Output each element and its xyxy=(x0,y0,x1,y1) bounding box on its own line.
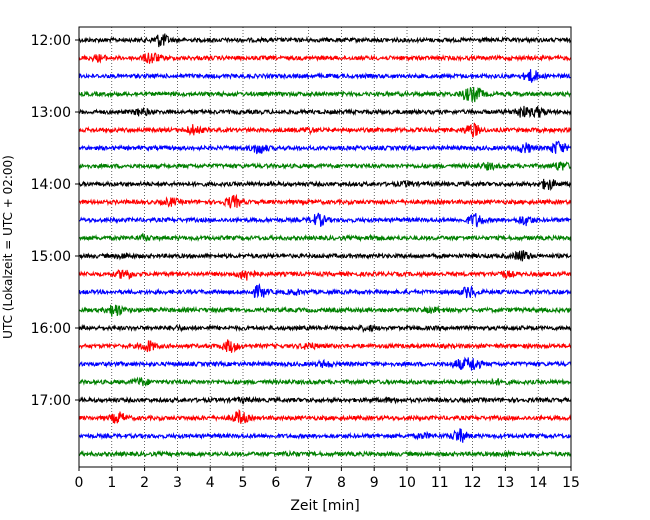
seismic-trace xyxy=(78,69,572,83)
seismic-trace xyxy=(78,269,572,281)
x-axis-title: Zeit [min] xyxy=(290,498,359,514)
seismic-trace xyxy=(78,304,572,317)
seismic-trace xyxy=(78,193,572,209)
y-tick-label: 15:00 xyxy=(31,249,71,265)
seismic-trace xyxy=(78,33,572,48)
x-tick-label: 6 xyxy=(271,475,280,491)
seismic-trace xyxy=(78,140,572,155)
x-tick-label: 14 xyxy=(529,475,547,491)
x-tick-label: 3 xyxy=(173,475,182,491)
y-tick-label: 16:00 xyxy=(31,321,71,337)
y-tick-label: 13:00 xyxy=(31,105,71,121)
seismic-trace xyxy=(78,428,572,443)
x-tick-label: 1 xyxy=(107,475,116,491)
traces xyxy=(78,33,572,459)
seismic-trace xyxy=(78,339,572,353)
seismic-trace xyxy=(78,86,572,103)
seismic-trace xyxy=(78,449,572,459)
x-tick-label: 5 xyxy=(239,475,248,491)
seismic-trace xyxy=(78,161,572,172)
plot-frame xyxy=(78,26,572,468)
seismic-trace xyxy=(78,395,572,405)
x-tick-label: 2 xyxy=(140,475,149,491)
y-axis-title: UTC (Lokalzeit = UTC + 02:00) xyxy=(1,155,15,339)
x-tick-label: 15 xyxy=(562,475,580,491)
seismic-trace xyxy=(78,408,572,424)
seismic-trace xyxy=(78,250,572,262)
x-tick-label: 10 xyxy=(398,475,416,491)
y-tick-label: 17:00 xyxy=(31,393,71,409)
x-tick-label: 13 xyxy=(496,475,514,491)
x-tick-label: 4 xyxy=(206,475,215,491)
seismic-trace xyxy=(78,376,572,387)
seismic-trace xyxy=(78,323,572,334)
x-tick-label: 11 xyxy=(431,475,449,491)
y-axis-ticks: 12:00 13:00 14:00 15:00 16:00 17:00 xyxy=(31,33,79,409)
plot-background xyxy=(79,27,571,467)
x-tick-label: 7 xyxy=(304,475,313,491)
x-axis-ticks: 0 1 2 3 4 5 6 7 8 9 10 11 12 13 14 15 xyxy=(75,467,580,491)
x-tick-label: 12 xyxy=(464,475,482,491)
seismic-trace xyxy=(78,105,572,119)
seismic-trace xyxy=(78,283,572,299)
grid-lines xyxy=(111,27,539,467)
seismic-trace xyxy=(78,232,572,243)
seismic-trace xyxy=(78,356,572,371)
y-tick-label: 12:00 xyxy=(31,33,71,49)
seismic-trace xyxy=(78,52,572,64)
seismic-trace xyxy=(78,122,572,138)
x-tick-label: 9 xyxy=(370,475,379,491)
x-tick-label: 0 xyxy=(75,475,84,491)
y-tick-label: 14:00 xyxy=(31,177,71,193)
x-tick-label: 8 xyxy=(337,475,346,491)
seismic-trace xyxy=(78,178,572,192)
seismic-trace xyxy=(78,212,572,228)
